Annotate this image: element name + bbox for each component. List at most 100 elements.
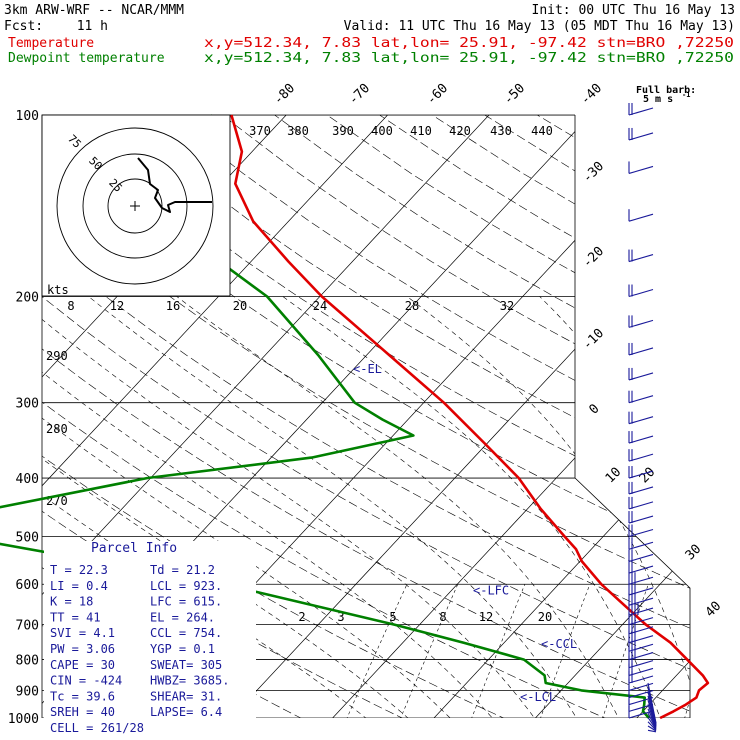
wind-barb bbox=[628, 315, 654, 328]
hodograph-ring bbox=[56, 127, 214, 285]
hodograph-ring bbox=[107, 178, 163, 234]
wind-barb bbox=[628, 390, 654, 404]
theta-label: 290 bbox=[46, 349, 68, 363]
wind-barb bbox=[628, 572, 654, 585]
parcel-info-value: HWBZ= 3685. bbox=[150, 674, 229, 688]
speed-axis-label: 32 bbox=[500, 299, 514, 313]
moist-adiabat bbox=[406, 296, 690, 718]
level-marker: <-LCL bbox=[520, 690, 556, 704]
speed-axis-label: 8 bbox=[67, 299, 74, 313]
pressure-tick-label: 400 bbox=[16, 472, 39, 487]
isotherm-line bbox=[42, 115, 388, 718]
dry-adiabat bbox=[42, 115, 690, 718]
wind-barb bbox=[628, 671, 654, 684]
wind-barb bbox=[628, 103, 654, 116]
mixing-ratio-label: 3 bbox=[337, 610, 344, 624]
theta-label: 440 bbox=[531, 124, 553, 138]
level-marker: <-LFC bbox=[473, 584, 509, 598]
mixing-ratio-line bbox=[535, 584, 591, 718]
theta-label: 380 bbox=[287, 124, 309, 138]
moist-adiabat bbox=[42, 296, 504, 718]
mixing-ratio-line bbox=[466, 584, 526, 718]
parcel-info-value: LFC = 615. bbox=[150, 595, 222, 609]
parcel-info-value: CAPE = 30 bbox=[50, 658, 115, 672]
wind-barb bbox=[628, 593, 654, 606]
temperature-location: x,y=512.34, 7.83 lat,lon= 25.91, -97.42 … bbox=[204, 36, 734, 51]
dry-adiabat bbox=[642, 115, 690, 718]
wind-barb bbox=[628, 161, 654, 174]
parcel-info-value: Tc = 39.6 bbox=[50, 689, 115, 703]
forecast-hour: 11 h bbox=[77, 19, 108, 34]
isotherm-label: -40 bbox=[578, 81, 605, 108]
parcel-info-value: LCL = 923. bbox=[150, 579, 222, 593]
parcel-info-value: YGP = 0.1 bbox=[150, 642, 215, 656]
mixing-ratio-label: 5 bbox=[389, 610, 396, 624]
wind-barb bbox=[628, 647, 654, 661]
speed-axis-label: 16 bbox=[166, 299, 180, 313]
isotherm-label: -50 bbox=[501, 81, 528, 108]
dry-adiabat bbox=[42, 115, 690, 718]
theta-label: 280 bbox=[46, 422, 68, 436]
wind-barb bbox=[647, 729, 657, 733]
speed-axis-label: 28 bbox=[405, 299, 419, 313]
parcel-info-value: LI = 0.4 bbox=[50, 579, 108, 593]
wind-barb bbox=[628, 511, 654, 524]
parcel-info-panel bbox=[44, 541, 256, 727]
parcel-info-value: EL = 264. bbox=[150, 610, 215, 624]
dry-adiabat bbox=[274, 115, 690, 718]
isotherm-label: -60 bbox=[424, 81, 451, 108]
pressure-tick-label: 100 bbox=[16, 109, 39, 124]
wind-barb bbox=[628, 209, 654, 222]
pressure-tick-label: 300 bbox=[16, 397, 39, 412]
init-time: Init: 00 UTC Thu 16 May 13 bbox=[532, 3, 736, 18]
barb-key-line1: Full barb: bbox=[636, 85, 696, 96]
pressure-tick-label: 600 bbox=[16, 578, 39, 593]
pressure-tick-label: 200 bbox=[16, 291, 39, 306]
dry-adiabat bbox=[695, 115, 740, 731]
dry-adiabat bbox=[64, 115, 690, 718]
dewpoint-legend: Dewpoint temperature bbox=[8, 51, 165, 66]
isotherm-label: 40 bbox=[703, 599, 725, 621]
mixing-ratio-line bbox=[680, 584, 690, 718]
wind-barb bbox=[628, 127, 654, 141]
moist-adiabat bbox=[282, 296, 666, 718]
isotherm-line bbox=[433, 115, 690, 718]
parcel-info-value: SHEAR= 31. bbox=[150, 689, 222, 703]
hodograph-origin bbox=[130, 201, 140, 211]
moist-adiabat bbox=[42, 296, 463, 718]
isotherm-line bbox=[230, 115, 690, 718]
wind-barb bbox=[628, 582, 654, 596]
pressure-tick-label: 800 bbox=[16, 654, 39, 669]
wind-barb bbox=[647, 708, 657, 729]
wind-barb bbox=[647, 725, 657, 732]
parcel-info-value: CIN = -424 bbox=[50, 674, 122, 688]
theta-label: 410 bbox=[410, 124, 432, 138]
valid-time: Valid: 11 UTC Thu 16 May 13 (05 MDT Thu … bbox=[344, 19, 735, 34]
isotherm-line bbox=[332, 115, 690, 718]
parcel-info-value: T = 22.3 bbox=[50, 563, 108, 577]
wind-barb bbox=[628, 249, 654, 263]
pressure-tick-label: 900 bbox=[16, 684, 39, 699]
isotherm-label: -80 bbox=[271, 81, 298, 108]
parcel-info: Parcel Info T = 22.3 Td = 21.2 LI = 0.4 LCL … bbox=[44, 541, 256, 735]
barb-key-line2: 5 m s bbox=[643, 94, 673, 105]
wind-barb bbox=[628, 367, 654, 381]
wind-barb bbox=[628, 342, 654, 356]
parcel-info-value: CELL = 261/28 bbox=[50, 721, 144, 735]
isotherm-label: -10 bbox=[580, 326, 607, 353]
wind-barb bbox=[647, 721, 657, 731]
dewpoint-location: x,y=512.34, 7.83 lat,lon= 25.91, -97.42 … bbox=[204, 51, 734, 66]
pressure-tick-label: 1000 bbox=[8, 712, 39, 727]
theta-label: 390 bbox=[332, 124, 354, 138]
wind-barb bbox=[628, 496, 654, 510]
moist-adiabat bbox=[659, 296, 690, 718]
dewpoint-profile bbox=[0, 114, 650, 719]
wind-barb bbox=[628, 537, 654, 550]
isotherm-label: 30 bbox=[683, 542, 705, 564]
wind-barb bbox=[628, 663, 654, 676]
speed-axis-label: 12 bbox=[110, 299, 124, 313]
parcel-info-value: SREH = 40 bbox=[50, 705, 115, 719]
isotherm-line bbox=[535, 115, 690, 718]
wind-barb bbox=[628, 655, 654, 669]
